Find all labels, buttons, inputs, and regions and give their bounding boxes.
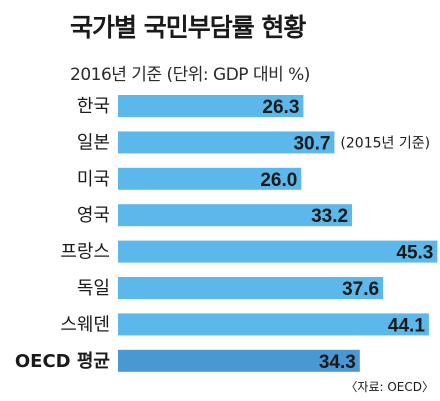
bar-category-7 (118, 349, 360, 372)
bar-annotation: (2015년 기준) (340, 135, 430, 151)
chart-title: 국가별 국민부담률 현황 (70, 13, 306, 42)
value-label: 30.7 (293, 133, 330, 154)
bar-category-5 (118, 277, 384, 299)
category-label: 일본 (77, 132, 110, 153)
value-label: 44.1 (388, 315, 425, 336)
category-label: 스웨덴 (60, 314, 110, 335)
value-label: 37.6 (342, 279, 379, 300)
value-label: 33.2 (311, 206, 348, 227)
source-note: 〈자료: OECD〉 (345, 380, 434, 394)
bar-category-4 (118, 240, 438, 263)
value-label: 45.3 (396, 243, 433, 264)
bar-category-2 (118, 167, 302, 190)
bar-category-3 (118, 204, 353, 227)
bar-category-1 (118, 131, 335, 154)
category-label: 한국 (77, 96, 110, 117)
category-label: 영국 (77, 205, 110, 226)
bar-category-0 (118, 95, 304, 117)
value-label: 26.3 (262, 97, 299, 118)
value-label: 26.0 (260, 170, 297, 191)
value-label: 34.3 (319, 352, 356, 373)
category-label: 미국 (77, 169, 110, 190)
category-label: OECD 평균 (15, 351, 110, 372)
category-label: 프랑스 (60, 242, 110, 263)
chart-subtitle: 2016년 기준 (단위: GDP 대비 %) (70, 65, 310, 85)
category-label: 독일 (77, 278, 110, 299)
bar-category-6 (118, 313, 429, 336)
